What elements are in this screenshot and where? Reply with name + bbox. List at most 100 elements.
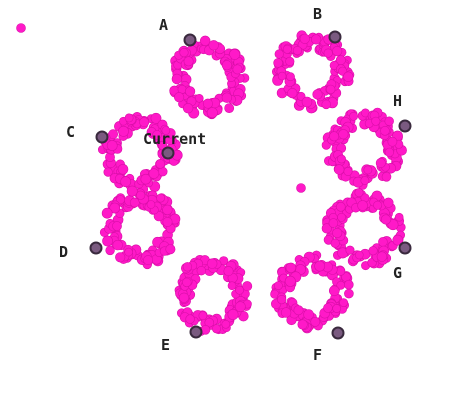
cluster-dot [165,244,176,255]
cluster-dot [343,71,354,82]
cluster-dot [221,92,233,103]
cluster-dot [120,176,132,188]
cluster-dot [182,102,194,114]
cluster-dot [328,218,339,228]
cluster-dot [162,217,173,228]
marker-d[interactable] [89,241,103,255]
cluster-dot [202,98,213,109]
cluster-dot [323,48,333,58]
cluster-dot [112,239,123,251]
marker-current[interactable] [161,146,175,160]
cluster-dot [314,260,326,272]
cluster-dot [321,223,332,234]
cluster-dot [292,45,303,56]
cluster-dot [330,238,340,248]
cluster-dot [136,190,146,200]
cluster-dot [339,298,348,307]
cluster-dot [183,56,194,67]
cluster-dot [109,202,121,214]
cluster-dot [242,281,253,292]
cluster-dot [285,56,295,67]
cluster-dot [311,34,322,45]
label-h: H [393,92,402,110]
cluster-dot [161,126,171,135]
dot-clusters [98,30,407,336]
cluster-dot [368,246,378,256]
cluster-dot [343,279,354,290]
cluster-dot [232,64,243,75]
cluster-dot [338,129,349,140]
cluster-dot [378,237,388,247]
cluster-dot [337,212,346,222]
cluster-dot [221,319,231,329]
cluster-dot [273,58,283,68]
label-f: F [313,346,322,364]
cluster-dot [103,167,113,177]
cluster-dot [152,130,162,140]
cluster-dot [363,165,373,175]
cluster-dot [277,295,287,305]
cluster-dot [394,212,404,222]
cluster-dot [380,214,392,225]
cluster-dot [126,185,138,197]
label-d: D [59,243,68,261]
label-e: E [161,336,170,354]
cluster-dot [171,73,183,85]
cluster-dot [380,126,390,136]
cluster-dot [198,311,208,321]
cluster-dot [185,314,195,324]
cluster-dot [206,107,218,119]
ring-f [270,250,354,334]
cluster-dot [182,277,192,288]
marker-h[interactable] [398,119,412,133]
marker-g[interactable] [398,241,412,255]
cluster-dot [146,200,156,209]
cluster-dot [139,117,150,128]
cluster-dot [143,255,154,266]
cluster-dot [373,200,383,210]
cluster-dot [178,292,190,303]
cluster-dot [371,116,381,126]
cluster-dot [323,303,333,313]
cluster-dot [115,252,126,263]
cluster-dot [273,281,283,290]
cluster-dot [227,308,239,320]
player-dot [16,23,26,33]
label-b: B [313,5,322,23]
cluster-dot [345,245,355,255]
ring-b [271,30,355,114]
cluster-dot [234,301,246,313]
cluster-dot [102,235,113,247]
cluster-dot [360,176,370,185]
cluster-dot [383,197,394,208]
cluster-dot [235,285,244,295]
ring-a [169,35,250,120]
cluster-dot [224,103,235,113]
cluster-dot [303,309,314,320]
marker-f[interactable] [331,326,345,340]
cluster-dot [223,266,234,277]
label-current: Current [143,130,206,148]
cluster-dot [381,172,392,182]
cluster-dot [280,307,292,318]
cluster-dot [312,89,323,100]
cluster-dot [150,112,162,124]
ring-g [321,188,406,271]
cluster-dot [332,227,343,239]
marker-b[interactable] [328,30,342,44]
marker-c[interactable] [95,130,109,144]
cluster-dot [179,47,189,58]
cluster-dot [101,207,113,219]
marker-a[interactable] [183,33,197,47]
cluster-dot [196,266,207,276]
cluster-dot [286,72,295,82]
cluster-dot [299,33,310,44]
marker-e[interactable] [189,325,203,339]
cluster-dot [106,140,118,151]
cluster-dot [124,247,133,257]
cluster-dot [229,48,241,60]
cluster-dot [277,71,287,81]
cluster-dot [334,164,345,175]
label-a: A [159,16,168,34]
